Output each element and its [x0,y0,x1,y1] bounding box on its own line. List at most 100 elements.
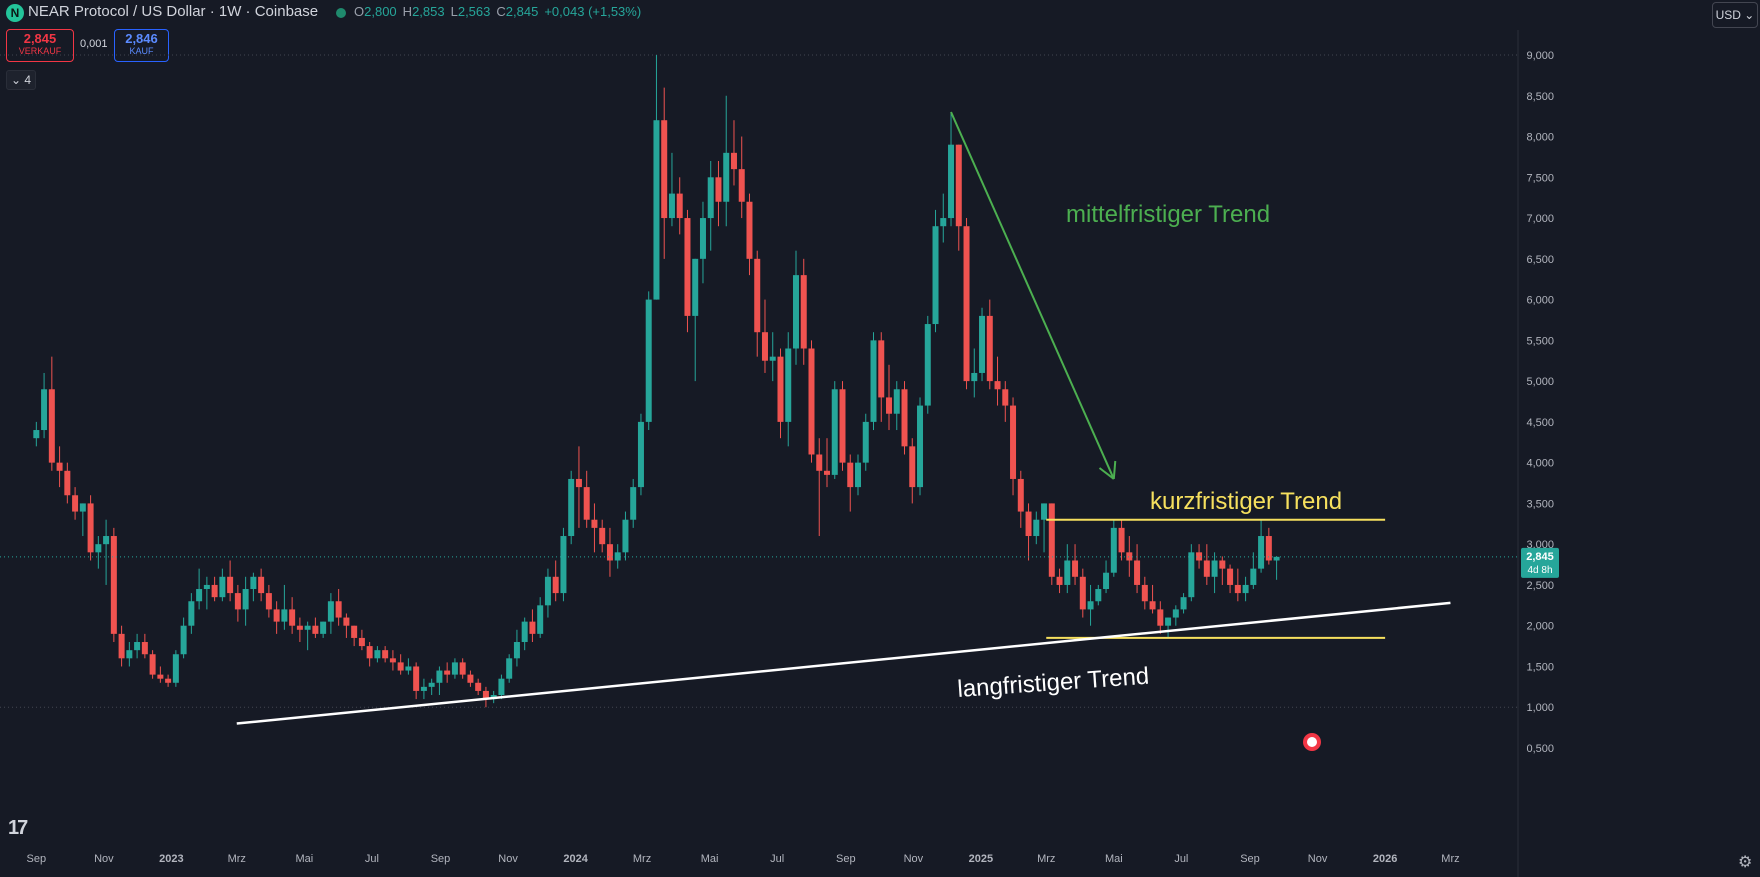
current-price-label: 2,845 [1526,551,1554,563]
ohlc-label: C [496,4,506,19]
candle-body [769,356,776,361]
candle-body [1265,536,1272,561]
candle-body [513,642,520,659]
candle-body [1072,560,1079,577]
candle-body [1211,560,1218,577]
short-term-trend-label: kurzfristiger Trend [1150,488,1342,515]
candle-body [436,670,443,683]
candle-body [924,324,931,406]
y-tick-label: 3,500 [1526,498,1554,510]
x-tick-label: Sep [27,853,47,865]
candle-body [1273,556,1280,561]
candle-body [211,584,218,598]
y-tick-label: 1,000 [1526,702,1554,714]
ohlc-legend: O2,800 H2,853 L2,563 C2,845 +0,043 (+1,53%) [354,4,647,19]
candle-body [816,454,823,471]
candle-body [746,201,753,259]
candle-body [676,193,683,219]
candle-body [420,686,427,691]
sell-label: VERKAUF [18,46,62,56]
candle-body [405,666,412,671]
candle-body [847,462,854,488]
candle-body [979,315,986,373]
gear-icon[interactable]: ⚙ [1738,854,1753,871]
candle-body [56,462,63,471]
candle-body [374,650,381,659]
candle-body [575,478,582,488]
candle-body [118,633,125,659]
ohlc-value: 2,800 [364,4,397,19]
candle-body [227,576,234,594]
candle-body [467,674,474,683]
y-tick-label: 6,000 [1526,295,1554,307]
candle-body [606,544,613,561]
candle-body [1017,478,1024,512]
x-tick-label: Sep [431,853,451,865]
candle-body [1141,584,1148,602]
candle-body [358,637,365,647]
candle-body [1110,527,1117,573]
buy-price: 2,846 [125,31,158,46]
candle-body [475,682,482,691]
candle-body [1025,511,1032,537]
candle-body [1010,405,1017,479]
current-price-tag [1521,547,1559,578]
x-tick-label: Mrz [633,853,651,865]
y-tick-label: 7,500 [1526,172,1554,184]
ohlc-value: +0,043 (+1,53%) [544,4,642,19]
candle-body [614,552,621,561]
currency-select[interactable]: USD ⌄ [1712,2,1758,28]
candle-body [948,144,955,219]
candle-body [855,462,862,488]
candle-body [986,315,993,382]
candle-body [1203,560,1210,577]
y-tick-label: 4,000 [1526,458,1554,470]
candle-body [33,430,40,439]
candle-body [289,609,296,626]
candle-body [1079,576,1086,610]
candle-body [366,646,373,659]
x-tick-label: Mrz [228,853,246,865]
x-tick-label: Mai [701,853,719,865]
candle-body [878,340,885,398]
indicators-toggle-button[interactable]: ⌄ 4 [6,70,36,90]
candle-body [103,536,110,545]
candle-body [901,389,908,447]
y-tick-label: 0,500 [1526,743,1554,755]
x-tick-label: Jul [770,853,784,865]
candle-body [792,275,799,349]
candle-body [110,536,117,634]
candle-body [196,589,203,602]
candle-body [459,662,466,675]
x-tick-label: Sep [836,853,856,865]
candle-body [1087,601,1094,610]
candle-body [172,654,179,683]
y-tick-label: 9,000 [1526,50,1554,62]
symbol-title[interactable]: NEAR Protocol / US Dollar · 1W · Coinbas… [28,3,319,20]
buy-button[interactable]: 2,846 KAUF [114,29,169,62]
medium-term-trend-label: mittelfristiger Trend [1066,201,1270,228]
candle-body [296,625,303,630]
candle-body [994,381,1001,390]
candle-body [397,662,404,671]
candle-body [831,389,838,475]
candle-body [382,650,389,659]
candle-body [917,405,924,488]
candle-body [1126,552,1133,561]
y-tick-label: 8,000 [1526,132,1554,144]
candle-body [141,642,148,655]
candle-body [451,662,458,675]
tradingview-logo-icon: 17 [8,817,28,839]
candle-body [1064,560,1071,585]
candle-body [940,218,947,227]
x-tick-label: Sep [1240,853,1260,865]
candle-body [738,169,745,202]
sell-button[interactable]: 2,845 VERKAUF [6,29,74,62]
candle-body [304,625,311,630]
candle-body [1250,568,1257,585]
candle-body [41,389,48,431]
candle-body [1172,609,1179,618]
candle-body [203,584,210,590]
candle-body [823,470,830,475]
